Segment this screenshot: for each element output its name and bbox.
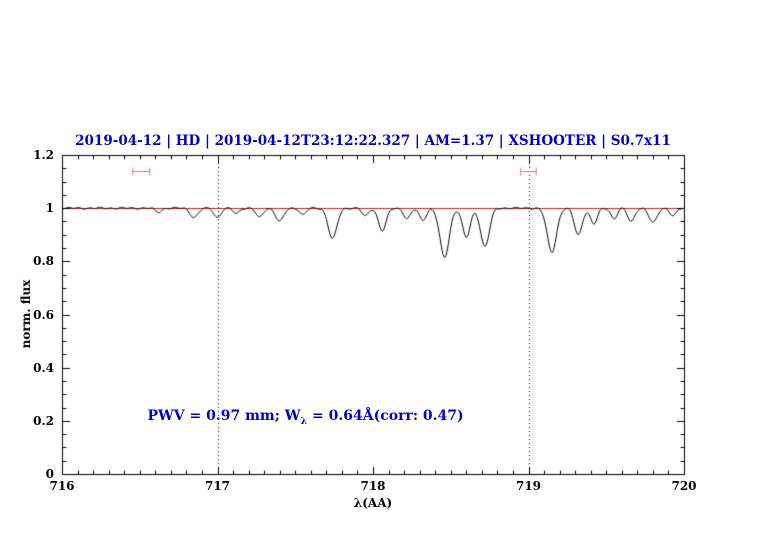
y-tick-label: 0 — [45, 467, 54, 481]
pwv-annotation: PWV = 0.97 mm; Wλ = 0.64Å(corr: 0.47) — [148, 408, 464, 427]
y-tick-label: 1 — [45, 201, 54, 216]
y-tick-label: 0.6 — [33, 307, 54, 322]
y-tick-label: 0.4 — [33, 360, 54, 375]
x-tick-label: 718 — [360, 479, 386, 493]
y-tick-label: 1.2 — [33, 148, 54, 162]
y-tick-label: 0.2 — [33, 413, 54, 428]
x-tick-label: 717 — [204, 479, 231, 493]
y-tick-label: 0.8 — [33, 254, 54, 269]
x-tick-label: 716 — [49, 479, 75, 493]
pwv-annotation-prefix: PWV = 0.97 mm; W — [147, 407, 301, 424]
chart-title: 2019-04-12 | HD | 2019-04-12T23:12:22.32… — [75, 133, 671, 149]
x-tick-label: 719 — [515, 479, 542, 493]
y-axis-label: norm. flux — [19, 279, 33, 349]
x-axis-label: λ(AA) — [353, 496, 393, 510]
x-tick-label: 720 — [671, 479, 697, 493]
pwv-annotation-subscript: λ — [300, 415, 308, 427]
pwv-annotation-suffix: = 0.64Å(corr: 0.47) — [307, 407, 464, 424]
